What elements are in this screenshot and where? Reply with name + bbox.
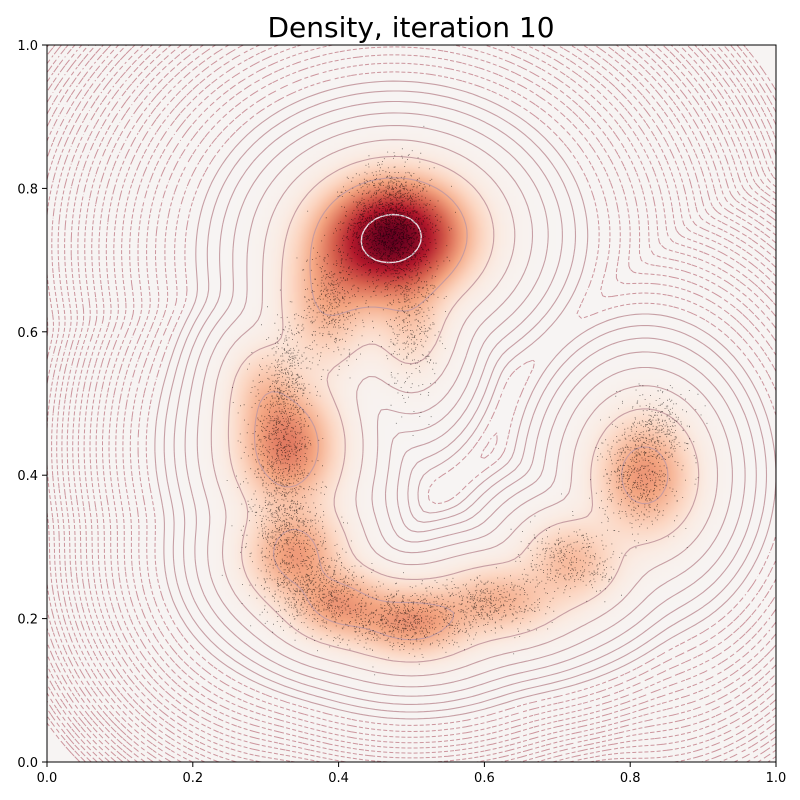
- y-tick-label: 0.0: [17, 756, 38, 771]
- y-tick-label: 1.0: [17, 39, 38, 54]
- y-tick-label: 0.8: [17, 182, 38, 197]
- contour-line: [145, 71, 776, 726]
- x-tick-label: 0.8: [620, 771, 641, 786]
- contour-line: [47, 45, 776, 762]
- contour-line: [47, 45, 776, 762]
- y-tick-label: 0.6: [17, 326, 38, 341]
- x-tick-label: 0.0: [37, 771, 58, 786]
- contour-line: [89, 45, 776, 762]
- contour-line: [83, 45, 776, 762]
- x-tick-label: 0.2: [182, 771, 203, 786]
- contour-line: [72, 45, 776, 762]
- contour-line: [56, 45, 776, 762]
- x-axis: 0.0 0.2 0.4 0.6 0.8 1.0: [37, 762, 787, 786]
- contour-line: [77, 45, 776, 762]
- contour-line: [129, 54, 776, 738]
- contour-line: [47, 45, 776, 762]
- contour-line: [173, 100, 757, 705]
- contour-line: [196, 124, 733, 688]
- x-tick-label: 0.6: [474, 771, 495, 786]
- contour-line: [61, 45, 776, 762]
- contour-line: [253, 177, 669, 641]
- contour-line: [227, 155, 700, 663]
- contour-line: [163, 90, 768, 713]
- contour-line: [108, 45, 776, 754]
- chart-title: Density, iteration 10: [267, 11, 554, 44]
- plot-area: [47, 45, 776, 762]
- contour-line: [47, 45, 776, 762]
- contour-line: [47, 45, 776, 762]
- contour-line: [154, 80, 776, 720]
- contour-line: [47, 45, 776, 762]
- density-heatmap: [47, 45, 776, 762]
- contour-line: [47, 45, 776, 762]
- y-tick-label: 0.4: [17, 469, 38, 484]
- contour-line: [137, 62, 776, 732]
- plot-frame: [46, 44, 777, 763]
- y-axis: 0.0 0.2 0.4 0.6 0.8 1.0: [17, 39, 47, 771]
- x-tick-label: 1.0: [766, 771, 787, 786]
- contour-line: [102, 45, 776, 759]
- contour-line: [47, 45, 776, 762]
- contour-line: [47, 45, 776, 762]
- contour-line: [47, 45, 776, 762]
- contour-line: [47, 45, 776, 762]
- contour-line: [115, 45, 776, 749]
- contour-line: [184, 112, 746, 697]
- contour-line: [210, 139, 719, 677]
- x-tick-label: 0.4: [328, 771, 349, 786]
- contour-line: [47, 45, 776, 762]
- contour-line: [95, 45, 776, 762]
- contour-line: [51, 45, 776, 762]
- contour-line: [47, 45, 776, 762]
- contour-line: [122, 46, 776, 744]
- contour-line: [47, 45, 776, 762]
- contour-line: [66, 45, 776, 762]
- y-tick-label: 0.2: [17, 613, 38, 628]
- density-contours: [47, 45, 776, 762]
